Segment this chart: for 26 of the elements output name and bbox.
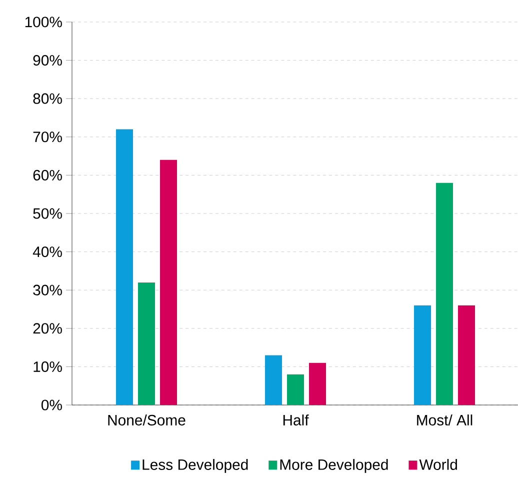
y-tick-label: 60% <box>33 170 62 180</box>
bar <box>116 129 133 405</box>
y-tick-label: 80% <box>33 93 62 104</box>
x-tick-label: None/Some <box>108 414 186 426</box>
y-tick-label: 20% <box>33 323 62 334</box>
legend-label: World <box>419 458 457 470</box>
legend-label: More Developed <box>280 458 388 473</box>
bar <box>458 305 476 405</box>
y-tick-label: 50% <box>33 208 62 219</box>
bar <box>265 355 282 405</box>
legend-label: Less Developed <box>142 458 248 473</box>
y-tick-label: 40% <box>32 246 62 258</box>
bar <box>138 282 155 405</box>
y-tick-label: 10% <box>34 361 62 372</box>
bar <box>287 374 304 405</box>
bar <box>309 362 326 405</box>
bar <box>160 160 177 405</box>
y-tick-label: 0% <box>41 400 62 410</box>
x-tick-label: Most/ All <box>417 414 472 426</box>
bar <box>436 182 453 405</box>
x-tick-label: Half <box>283 414 309 426</box>
y-tick-label: 90% <box>33 55 62 66</box>
y-tick-label: 70% <box>33 132 62 142</box>
y-tick-label: 30% <box>33 284 62 296</box>
bar <box>414 305 431 405</box>
y-tick-label: 100% <box>25 16 62 28</box>
